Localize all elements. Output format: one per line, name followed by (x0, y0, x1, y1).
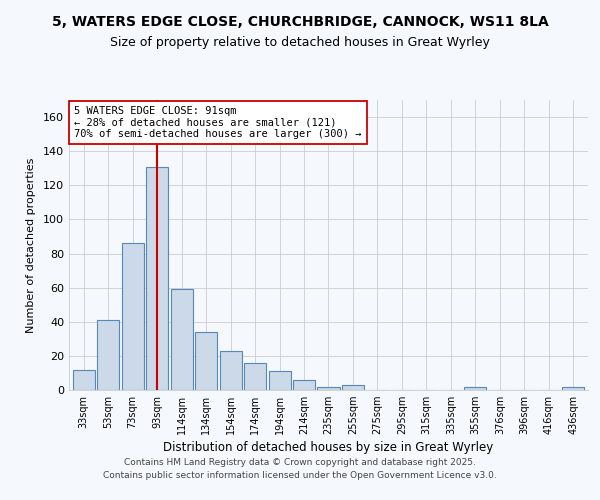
X-axis label: Distribution of detached houses by size in Great Wyrley: Distribution of detached houses by size … (163, 442, 494, 454)
Bar (73, 370, 95, 390)
Text: 5 WATERS EDGE CLOSE: 91sqm
← 28% of detached houses are smaller (121)
70% of sem: 5 WATERS EDGE CLOSE: 91sqm ← 28% of deta… (74, 106, 362, 139)
Bar (342, 385, 364, 390)
Bar (562, 386, 584, 390)
Bar (269, 371, 290, 390)
Bar (170, 290, 193, 390)
Y-axis label: Number of detached properties: Number of detached properties (26, 158, 36, 332)
Bar (244, 362, 266, 390)
Bar (220, 351, 242, 390)
Text: Contains HM Land Registry data © Crown copyright and database right 2025.: Contains HM Land Registry data © Crown c… (124, 458, 476, 467)
Bar (122, 244, 143, 390)
Bar (464, 386, 487, 390)
Bar (293, 380, 315, 390)
Bar (146, 166, 168, 390)
Text: Size of property relative to detached houses in Great Wyrley: Size of property relative to detached ho… (110, 36, 490, 49)
Bar (317, 386, 340, 390)
Text: Contains public sector information licensed under the Open Government Licence v3: Contains public sector information licen… (103, 472, 497, 480)
Bar (195, 332, 217, 390)
Text: 5, WATERS EDGE CLOSE, CHURCHBRIDGE, CANNOCK, WS11 8LA: 5, WATERS EDGE CLOSE, CHURCHBRIDGE, CANN… (52, 16, 548, 30)
Bar (97, 320, 119, 390)
